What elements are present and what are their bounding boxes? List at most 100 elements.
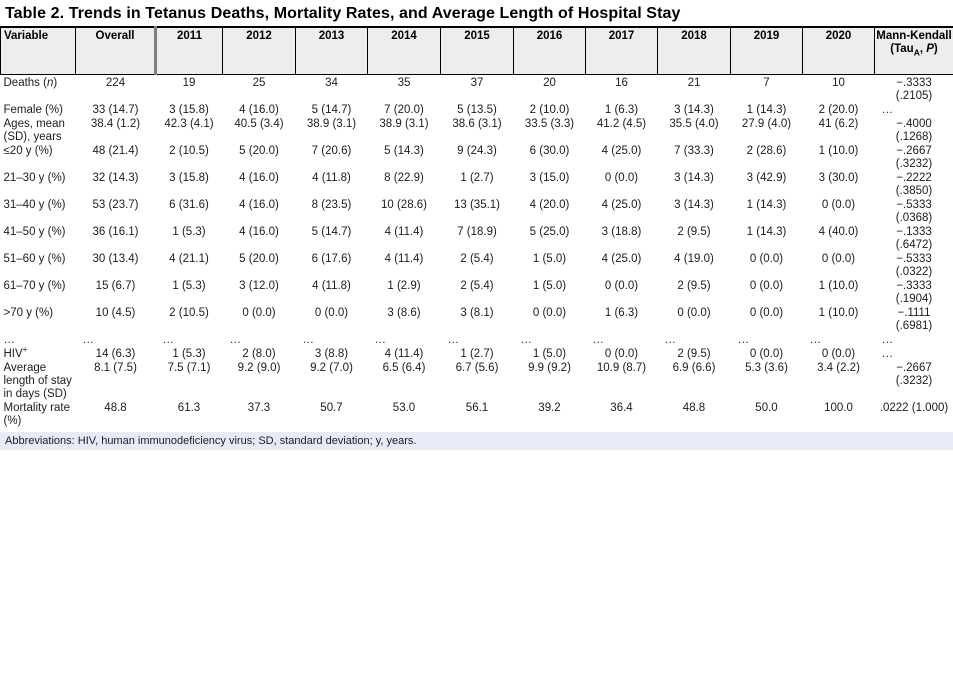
row-label-age-51-60: 51–60 y (%)	[1, 252, 76, 279]
cell-age-le20-overall: 48 (21.4)	[92, 145, 139, 157]
column-header-mann-kendall: Mann-Kendall (TauA, P)	[874, 26, 953, 75]
row-label-hiv: HIV+	[1, 345, 76, 361]
table-row-age-51-60: 51–60 y (%) 30 (13.4) 4 (21.1) 5 (20.0) 6 (1…	[1, 252, 953, 279]
cell-ellipsis-2012: …	[229, 334, 242, 346]
cell-deaths-overall: 224	[105, 77, 126, 89]
cell-age-gt70-2011: 2 (10.5)	[169, 307, 209, 319]
cell-ages-mean-2017: 41.2 (4.5)	[596, 118, 647, 130]
cell-age-51-60-2014: 4 (11.4)	[384, 253, 424, 265]
cell-female-2012: 4 (16.0)	[239, 104, 279, 116]
cell-age-61-70-2012: 3 (12.0)	[239, 280, 279, 292]
abbreviations-note: Abbreviations: HIV, human immunodeficien…	[0, 432, 953, 450]
cell-avg-stay-2020: 3.4 (2.2)	[817, 362, 860, 374]
cell-deaths-2019: 7	[763, 77, 770, 89]
cell-age-41-50-2020: 4 (40.0)	[818, 226, 859, 238]
cell-age-gt70-2019: 0 (0.0)	[749, 307, 784, 319]
cell-deaths-2015: 37	[470, 77, 484, 89]
cell-hiv-overall: 14 (6.3)	[95, 348, 136, 360]
row-label-age-31-40: 31–40 y (%)	[1, 198, 76, 225]
cell-age-21-30-2019: 3 (42.9)	[746, 172, 787, 184]
cell-female-2014: 7 (20.0)	[384, 104, 424, 116]
cell-female-2015: 5 (13.5)	[457, 104, 497, 116]
cell-ages-mean-2013: 38.9 (3.1)	[306, 118, 357, 130]
cell-female-2011: 3 (15.8)	[169, 104, 209, 116]
cell-age-21-30-2020: 3 (30.0)	[818, 172, 859, 184]
cell-avg-stay-2013: 9.2 (7.0)	[310, 362, 353, 374]
column-header-2015: 2015	[440, 26, 514, 75]
cell-female-overall: 33 (14.7)	[92, 104, 139, 116]
text-segment: 51–60 y (%)	[3, 253, 66, 265]
cell-age-31-40-2018: 3 (14.3)	[674, 199, 714, 211]
cell-age-61-70-2013: 4 (11.8)	[312, 280, 351, 292]
text-segment: 2020	[825, 30, 852, 42]
cell-age-41-50-2011: 1 (5.3)	[172, 226, 206, 238]
cell-age-51-60-2020: 0 (0.0)	[821, 253, 856, 265]
row-label-avg-stay: Average length of stay in days (SD)	[1, 361, 76, 401]
cell-ellipsis-2011: …	[162, 334, 175, 346]
cell-age-41-50-2015: 7 (18.9)	[457, 226, 497, 238]
cell-ages-mean-2020: 41 (6.2)	[818, 118, 859, 130]
cell-avg-stay-2012: 9.2 (9.0)	[237, 362, 281, 374]
cell-age-le20-2013: 7 (20.6)	[311, 145, 352, 157]
cell-age-61-70-2014: 1 (2.9)	[387, 280, 421, 292]
cell-age-21-30-2012: 4 (16.0)	[239, 172, 279, 184]
cell-hiv-2016: 1 (5.0)	[532, 348, 567, 360]
cell-mortality-rate-overall: 48.8	[104, 402, 127, 414]
text-segment: 2015	[464, 30, 490, 42]
cell-mortality-rate-2015: 56.1	[465, 402, 489, 414]
cell-age-21-30-2014: 8 (22.9)	[384, 172, 424, 184]
cell-age-21-30-overall: 32 (14.3)	[92, 172, 139, 184]
cell-age-51-60-2011: 4 (21.1)	[169, 253, 209, 265]
cell-age-61-70-overall: 15 (6.7)	[95, 280, 136, 292]
cell-ellipsis-2019: …	[737, 334, 750, 346]
table-row-age-le20: ≤20 y (%) 48 (21.4) 2 (10.5) 5 (20.0) 7 (20.…	[1, 144, 953, 171]
row-label-age-gt70: >70 y (%)	[1, 306, 76, 333]
cell-age-gt70-2014: 3 (8.6)	[387, 307, 421, 319]
text-segment: )	[53, 77, 58, 89]
table-row-deaths: Deaths (n) 224 19 25 34 35 37 20 16 21 7 10 −.3333 (.…	[1, 75, 953, 104]
cell-mortality-rate-2011: 61.3	[177, 402, 201, 414]
text-segment: Ages, mean (SD), years	[3, 118, 65, 143]
cell-age-31-40-2020: 0 (0.0)	[821, 199, 856, 211]
text-segment: …	[3, 334, 16, 346]
text-segment: 2014	[391, 30, 417, 42]
cell-age-51-60-2019: 0 (0.0)	[749, 253, 784, 265]
cell-female-2017: 1 (6.3)	[604, 104, 639, 116]
column-header-2019: 2019	[730, 26, 803, 75]
cell-mortality-rate-2016: 39.2	[538, 402, 561, 414]
paper-table-page: Table 2. Trends in Tetanus Deaths, Morta…	[0, 5, 953, 450]
cell-ages-mean-mann-kendall: −.4000 (.1268)	[895, 118, 933, 143]
cell-age-41-50-2018: 2 (9.5)	[677, 226, 711, 238]
cell-avg-stay-2018: 6.9 (6.6)	[672, 362, 716, 374]
cell-female-2013: 5 (14.7)	[311, 104, 352, 116]
cell-mortality-rate-2014: 53.0	[392, 402, 416, 414]
text-segment: 2019	[753, 30, 780, 42]
cell-ellipsis-2018: …	[664, 334, 677, 346]
cell-age-gt70-2016: 0 (0.0)	[532, 307, 567, 319]
row-label-age-41-50: 41–50 y (%)	[1, 225, 76, 252]
cell-ages-mean-2018: 35.5 (4.0)	[669, 118, 719, 130]
cell-age-le20-2012: 5 (20.0)	[239, 145, 279, 157]
cell-female-2019: 1 (14.3)	[746, 104, 787, 116]
table-row-age-gt70: >70 y (%) 10 (4.5) 2 (10.5) 0 (0.0) 0 (0.0) 3…	[1, 306, 953, 333]
cell-age-41-50-2017: 3 (18.8)	[601, 226, 642, 238]
row-label-age-61-70: 61–70 y (%)	[1, 279, 76, 306]
cell-age-41-50-2013: 5 (14.7)	[311, 226, 352, 238]
cell-hiv-2018: 2 (9.5)	[677, 348, 711, 360]
cell-deaths-2016: 20	[543, 77, 556, 89]
cell-age-21-30-2011: 3 (15.8)	[169, 172, 209, 184]
cell-avg-stay-mann-kendall: −.2667 (.3232)	[895, 362, 933, 387]
cell-age-gt70-2017: 1 (6.3)	[604, 307, 639, 319]
cell-age-31-40-2014: 10 (28.6)	[380, 199, 428, 211]
text-segment: 2011	[177, 30, 202, 42]
table-row-female: Female (%) 33 (14.7) 3 (15.8) 4 (16.0) 5 (14…	[1, 103, 953, 117]
cell-age-21-30-2017: 0 (0.0)	[604, 172, 639, 184]
cell-age-le20-2020: 1 (10.0)	[818, 145, 859, 157]
column-header-2014: 2014	[367, 26, 441, 75]
cell-age-gt70-overall: 10 (4.5)	[95, 307, 136, 319]
cell-ellipsis-2020: …	[809, 334, 822, 346]
cell-hiv-2019: 0 (0.0)	[749, 348, 784, 360]
text-segment: ≤20 y (%)	[3, 145, 53, 157]
cell-ellipsis-2013: …	[302, 334, 315, 346]
text-segment: HIV	[3, 348, 23, 360]
